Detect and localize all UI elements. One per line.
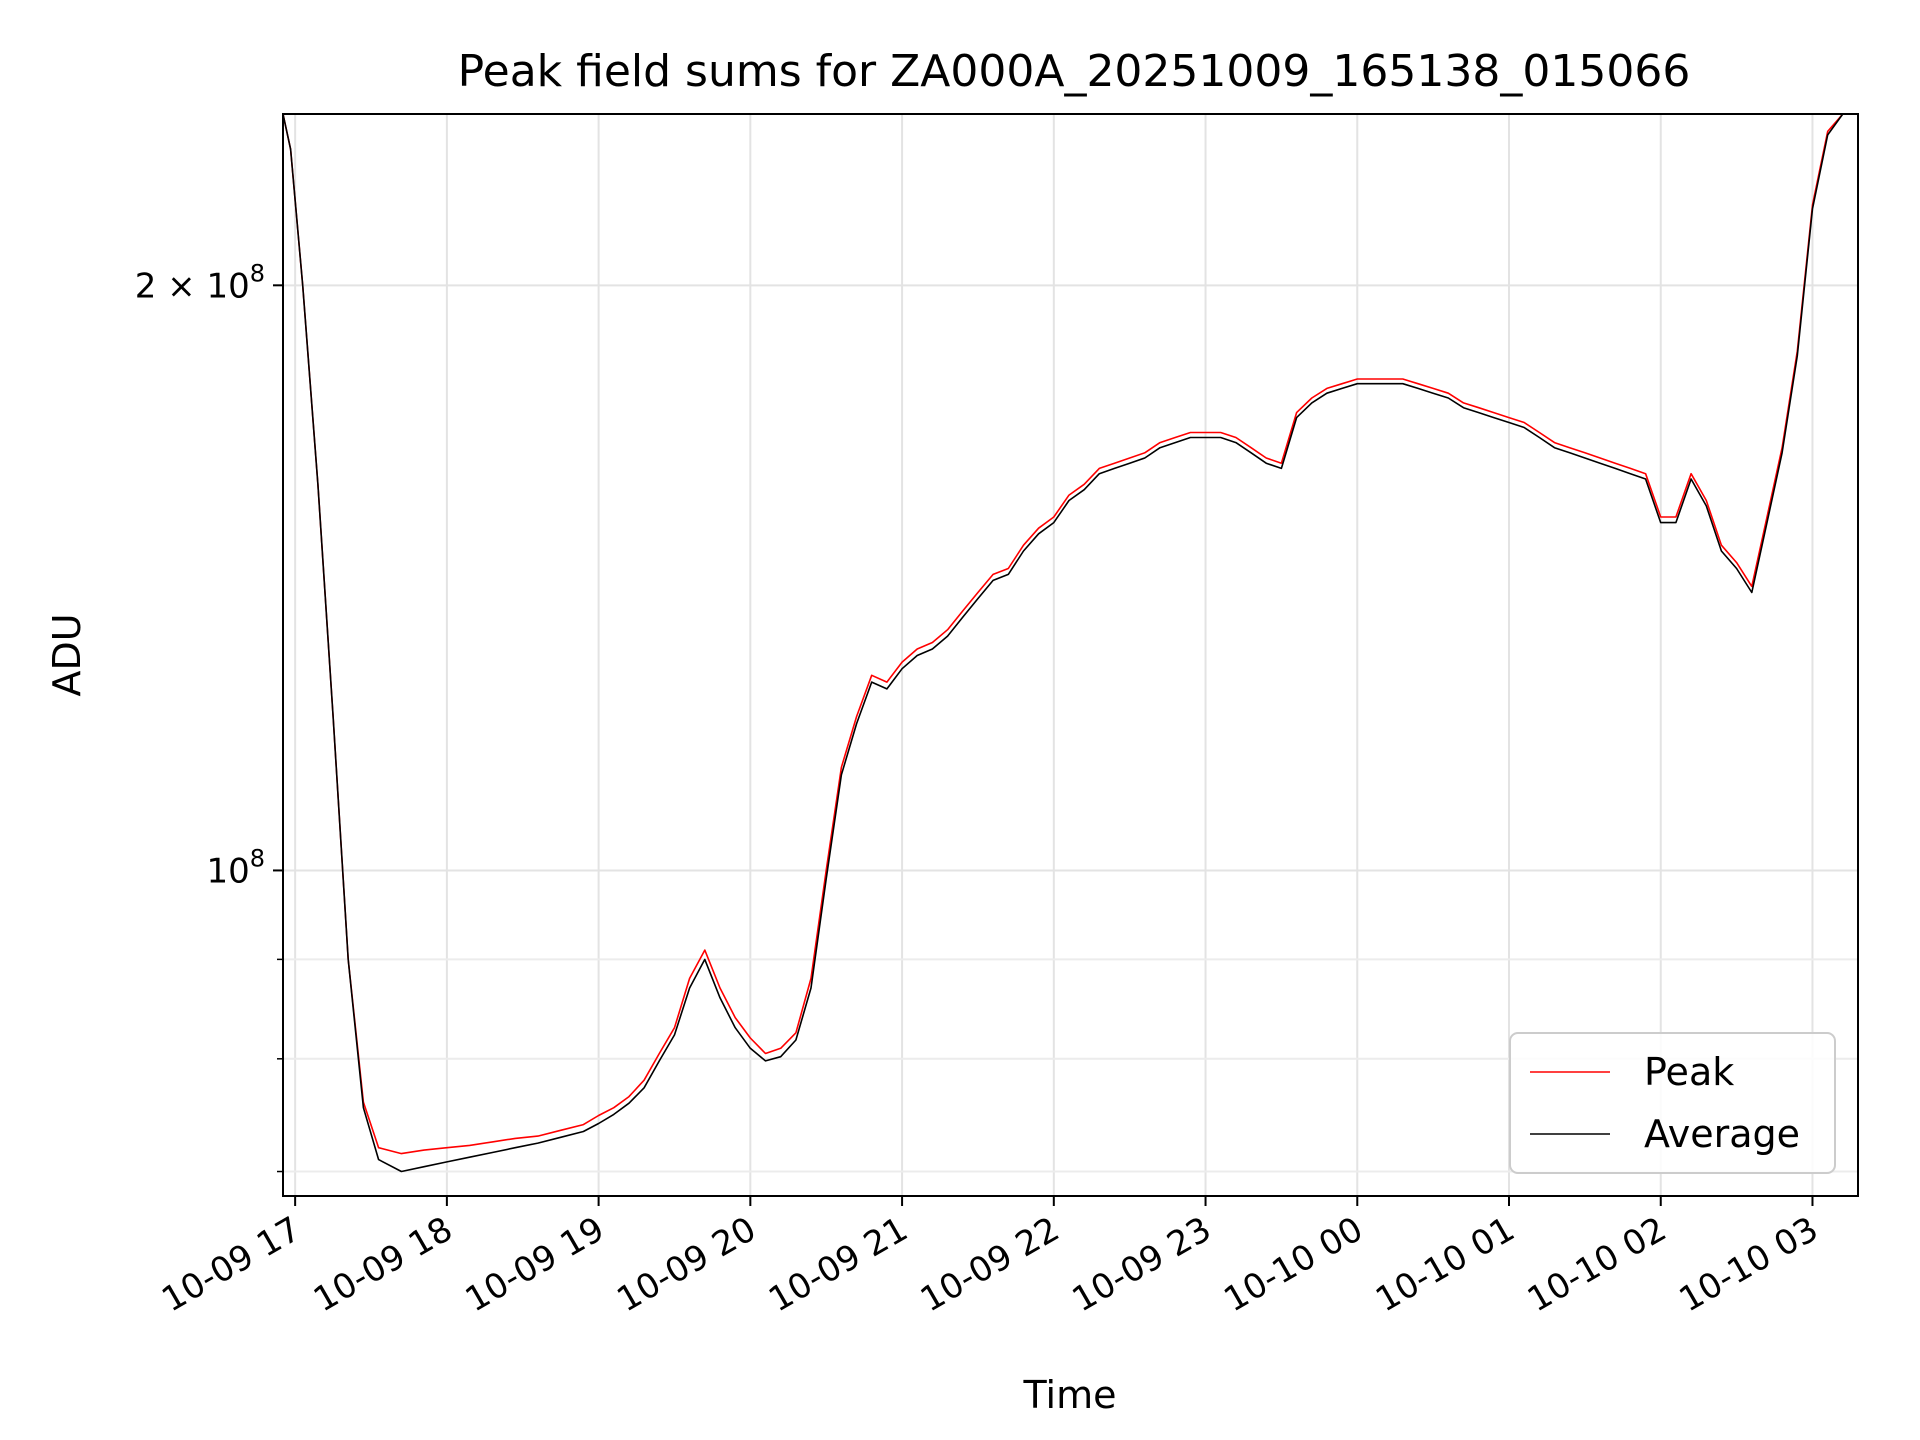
- x-tick-label: 10-10 03: [1673, 1209, 1825, 1320]
- chart-title: Peak field sums for ZA000A_20251009_1651…: [458, 46, 1691, 97]
- x-tick-label: 10-09 19: [459, 1209, 611, 1320]
- x-tick-label: 10-09 18: [307, 1209, 459, 1320]
- x-axis-label: Time: [1023, 1373, 1117, 1417]
- x-tick-label: 10-09 22: [914, 1209, 1066, 1320]
- y-tick-label: 108: [206, 844, 265, 891]
- x-tick-label: 10-09 21: [762, 1209, 914, 1320]
- x-tick-label: 10-09 17: [155, 1209, 307, 1320]
- plot-frame: [282, 113, 1859, 1197]
- y-tick-label: 2 × 108: [135, 259, 265, 306]
- series-line-peak: [282, 113, 1858, 1155]
- series-layer: [282, 113, 1858, 1173]
- x-tick-label: 10-09 23: [1066, 1209, 1218, 1320]
- legend: Peak Average: [1509, 1032, 1836, 1174]
- x-tick-label: 10-10 01: [1369, 1209, 1521, 1320]
- x-tick-label: 10-10 02: [1521, 1209, 1673, 1320]
- y-axis-label: ADU: [45, 613, 89, 696]
- legend-label-average: Average: [1644, 1112, 1800, 1156]
- y-axis: 108 2 × 108: [135, 259, 283, 1173]
- legend-label-peak: Peak: [1644, 1050, 1734, 1094]
- x-tick-label: 10-09 20: [610, 1209, 762, 1320]
- legend-box: [1509, 1032, 1836, 1174]
- x-axis: 10-09 17 10-09 18 10-09 19 10-09 20 10-09 21…: [155, 1196, 1825, 1320]
- x-tick-label: 10-10 00: [1217, 1209, 1369, 1320]
- series-line-average: [282, 113, 1858, 1173]
